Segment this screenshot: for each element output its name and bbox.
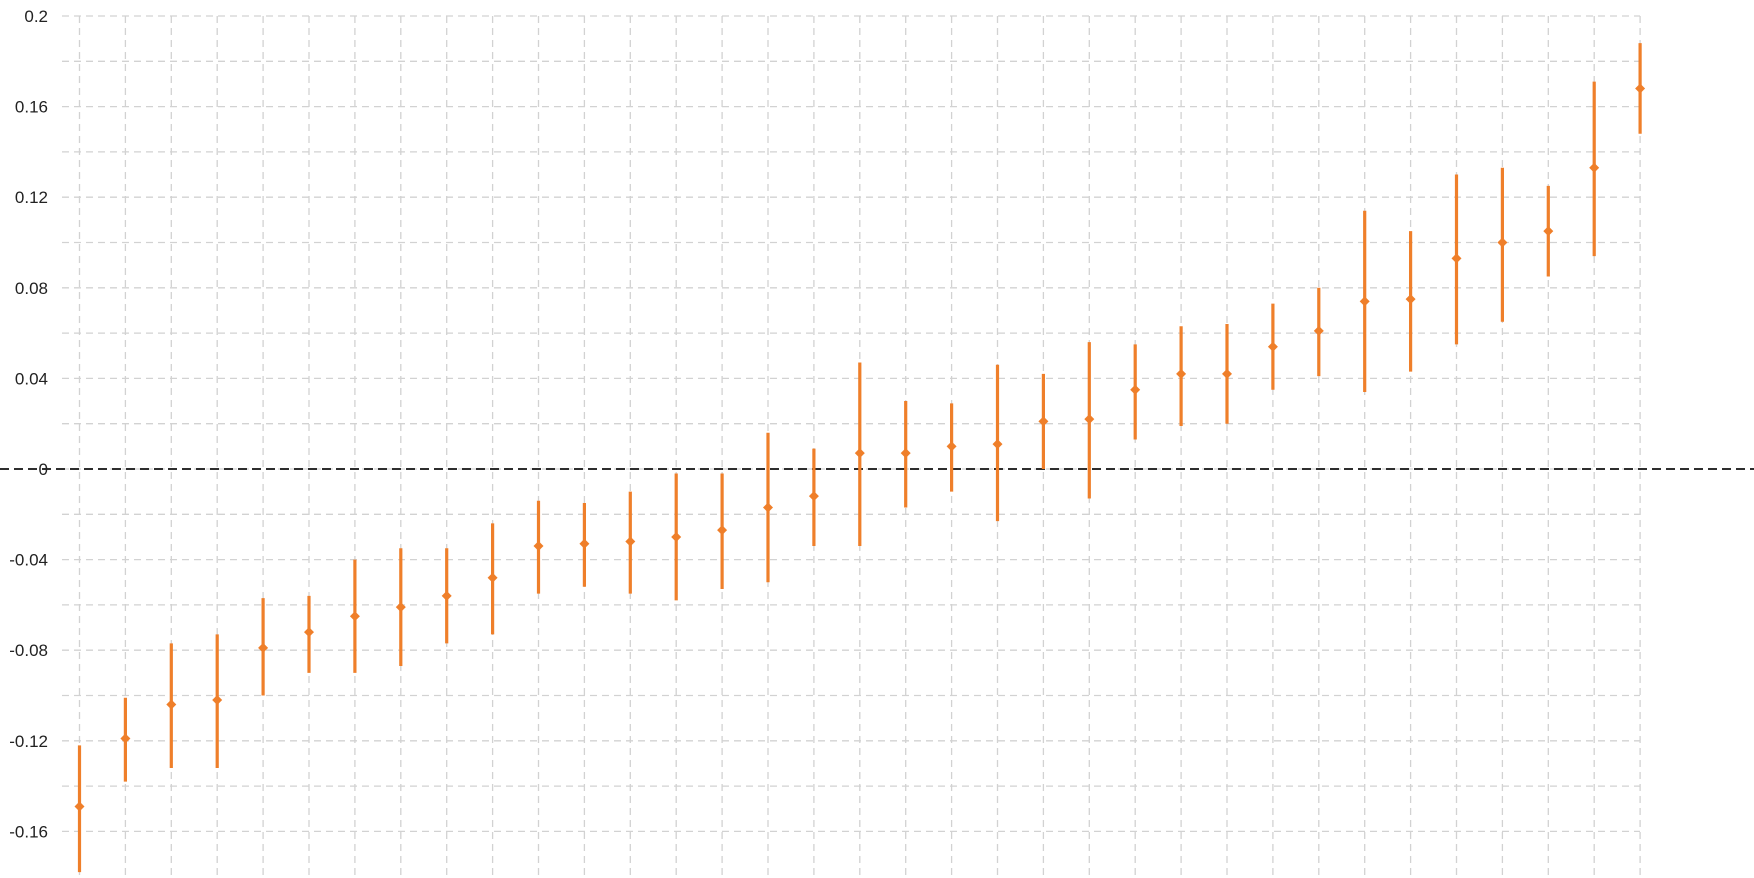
point-estimate-marker	[1084, 414, 1095, 425]
point-estimate-marker	[808, 491, 819, 502]
point-estimate-marker	[74, 801, 85, 812]
y-tick-label: -0.12	[9, 732, 48, 751]
point-estimate-marker	[1497, 237, 1508, 248]
point-estimate-marker	[763, 502, 773, 513]
y-tick-label: 0.2	[24, 7, 48, 26]
point-estimate-marker	[717, 525, 728, 536]
y-tick-label: 0.12	[15, 188, 48, 207]
point-estimate-marker	[1405, 294, 1416, 305]
point-estimate-marker	[258, 642, 269, 653]
y-tick-label: 0	[39, 460, 48, 479]
error-bars-and-points	[74, 43, 1646, 873]
point-estimate-marker	[854, 448, 865, 459]
point-estimate-marker	[625, 536, 636, 547]
point-estimate-marker	[304, 627, 314, 638]
point-estimate-marker	[1543, 226, 1554, 237]
point-estimate-marker	[992, 439, 1003, 450]
point-estimate-marker	[1038, 416, 1049, 427]
y-tick-label: 0.16	[15, 98, 48, 117]
point-estimate-marker	[1359, 296, 1370, 307]
point-estimate-marker	[1635, 83, 1646, 94]
point-estimate-marker	[671, 531, 682, 542]
y-tick-label: -0.04	[9, 551, 48, 570]
point-estimate-marker	[533, 541, 544, 552]
point-estimate-marker	[487, 572, 498, 583]
point-estimate-marker	[212, 695, 223, 706]
y-tick-label: 0.04	[15, 369, 48, 388]
point-estimate-marker	[441, 590, 452, 601]
point-estimate-marker	[900, 448, 911, 459]
point-estimate-marker	[1222, 368, 1232, 379]
y-tick-label: -0.08	[9, 641, 48, 660]
point-estimate-marker	[1313, 325, 1324, 336]
point-estimate-marker	[1451, 253, 1462, 264]
y-tick-label: -0.16	[9, 822, 48, 841]
point-estimate-marker	[1589, 162, 1600, 173]
point-estimate-marker	[349, 611, 360, 622]
point-estimate-marker	[166, 699, 177, 710]
y-axis-labels: 0.2 0.16 0.12 0.08 0.04 0 -0.04 -0.08 -0.12 -0.16	[9, 7, 48, 841]
grid-layer	[62, 15, 1641, 875]
point-estimate-marker	[1130, 384, 1141, 395]
point-estimate-marker	[946, 441, 957, 452]
y-tick-label: 0.08	[15, 279, 48, 298]
point-estimate-marker	[1267, 341, 1278, 352]
point-estimate-marker	[395, 602, 406, 613]
point-estimate-marker	[579, 538, 590, 549]
point-estimate-marker	[1176, 368, 1187, 379]
point-estimate-marker	[120, 733, 131, 744]
